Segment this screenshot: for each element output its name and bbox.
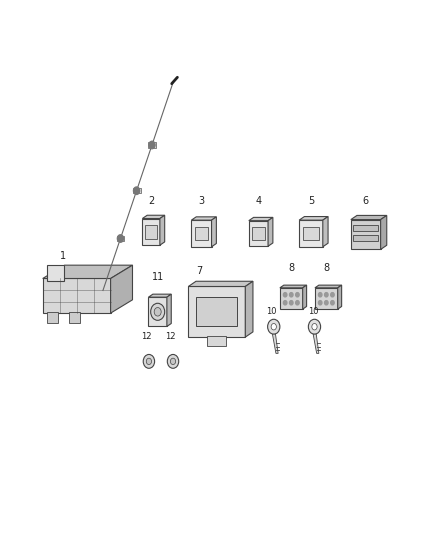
Polygon shape	[381, 215, 387, 249]
Text: 4: 4	[255, 196, 261, 206]
Bar	[145, 225, 157, 239]
Polygon shape	[42, 278, 110, 313]
Bar	[196, 297, 237, 326]
Circle shape	[296, 293, 299, 297]
Polygon shape	[142, 215, 165, 219]
Polygon shape	[351, 220, 381, 249]
Text: 11: 11	[152, 272, 164, 282]
Polygon shape	[188, 287, 245, 337]
Circle shape	[290, 293, 293, 297]
Polygon shape	[313, 334, 319, 353]
Circle shape	[325, 301, 328, 305]
Polygon shape	[268, 217, 273, 246]
Bar	[47, 312, 58, 323]
Circle shape	[308, 319, 321, 334]
Circle shape	[318, 301, 322, 305]
Circle shape	[167, 354, 179, 368]
Text: 12: 12	[166, 332, 176, 341]
Bar	[353, 235, 378, 241]
Text: 8: 8	[323, 263, 329, 273]
Polygon shape	[245, 281, 253, 337]
Bar	[207, 336, 226, 346]
Circle shape	[271, 324, 276, 330]
Text: 3: 3	[198, 196, 205, 206]
Circle shape	[134, 187, 140, 195]
Text: 10: 10	[266, 306, 277, 316]
Polygon shape	[110, 265, 132, 313]
Polygon shape	[351, 215, 387, 220]
Circle shape	[331, 301, 334, 305]
Polygon shape	[148, 294, 171, 297]
Circle shape	[154, 308, 161, 316]
Text: 5: 5	[308, 196, 314, 206]
Circle shape	[268, 319, 280, 334]
Text: 6: 6	[363, 196, 369, 206]
Circle shape	[283, 301, 287, 305]
Bar	[117, 236, 124, 241]
Polygon shape	[160, 215, 165, 245]
Polygon shape	[323, 216, 328, 247]
Polygon shape	[280, 285, 307, 288]
Polygon shape	[315, 285, 342, 288]
Bar	[47, 265, 64, 281]
Polygon shape	[303, 285, 307, 309]
Bar	[133, 188, 141, 193]
Polygon shape	[249, 217, 273, 221]
Polygon shape	[142, 219, 160, 245]
Polygon shape	[249, 221, 268, 246]
Circle shape	[151, 303, 165, 320]
Text: 8: 8	[288, 263, 294, 273]
Polygon shape	[272, 334, 278, 353]
Bar	[69, 312, 80, 323]
Polygon shape	[212, 217, 216, 247]
Polygon shape	[299, 220, 323, 247]
Polygon shape	[148, 297, 167, 326]
Circle shape	[170, 358, 176, 365]
Polygon shape	[299, 216, 328, 220]
Bar	[148, 142, 156, 148]
Bar	[353, 225, 378, 231]
Text: 7: 7	[196, 266, 202, 276]
Circle shape	[149, 141, 155, 149]
Polygon shape	[191, 220, 212, 247]
Polygon shape	[338, 285, 342, 309]
Bar	[195, 227, 208, 240]
Circle shape	[331, 293, 334, 297]
Polygon shape	[167, 294, 171, 326]
Text: 2: 2	[148, 196, 154, 206]
Circle shape	[312, 324, 317, 330]
Polygon shape	[315, 288, 338, 309]
Bar	[303, 227, 319, 240]
Bar	[252, 227, 265, 240]
Circle shape	[290, 301, 293, 305]
Polygon shape	[188, 281, 253, 287]
Polygon shape	[42, 265, 132, 278]
Circle shape	[318, 293, 322, 297]
Circle shape	[296, 301, 299, 305]
Polygon shape	[191, 217, 216, 220]
Circle shape	[283, 293, 287, 297]
Circle shape	[117, 235, 124, 242]
Text: 10: 10	[308, 306, 318, 316]
Circle shape	[146, 358, 152, 365]
Polygon shape	[280, 288, 303, 309]
Circle shape	[325, 293, 328, 297]
Circle shape	[143, 354, 155, 368]
Text: 1: 1	[60, 251, 67, 261]
Text: 12: 12	[141, 332, 152, 341]
